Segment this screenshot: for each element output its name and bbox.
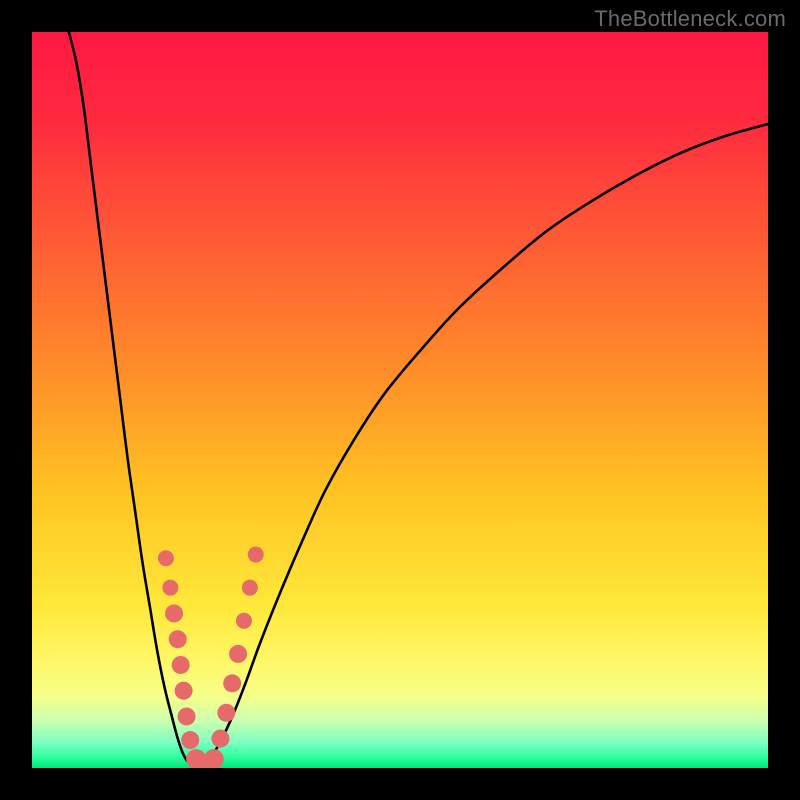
marker-dot bbox=[178, 707, 196, 725]
marker-dot bbox=[211, 730, 229, 748]
marker-dot bbox=[181, 731, 199, 749]
figure-root: TheBottleneck.com bbox=[0, 0, 800, 800]
marker-dot bbox=[158, 550, 174, 566]
marker-dot bbox=[169, 630, 187, 648]
marker-dot bbox=[172, 656, 190, 674]
marker-dot bbox=[217, 704, 235, 722]
marker-dot bbox=[248, 547, 264, 563]
marker-dot bbox=[204, 749, 224, 769]
marker-dot bbox=[165, 604, 183, 622]
marker-dot bbox=[229, 645, 247, 663]
plot-bg bbox=[32, 32, 768, 768]
marker-dot bbox=[236, 613, 252, 629]
marker-dot bbox=[162, 580, 178, 596]
watermark-text: TheBottleneck.com bbox=[594, 6, 786, 32]
marker-dot bbox=[242, 580, 258, 596]
marker-dot bbox=[175, 682, 193, 700]
chart-svg bbox=[0, 0, 800, 800]
marker-dot bbox=[223, 674, 241, 692]
